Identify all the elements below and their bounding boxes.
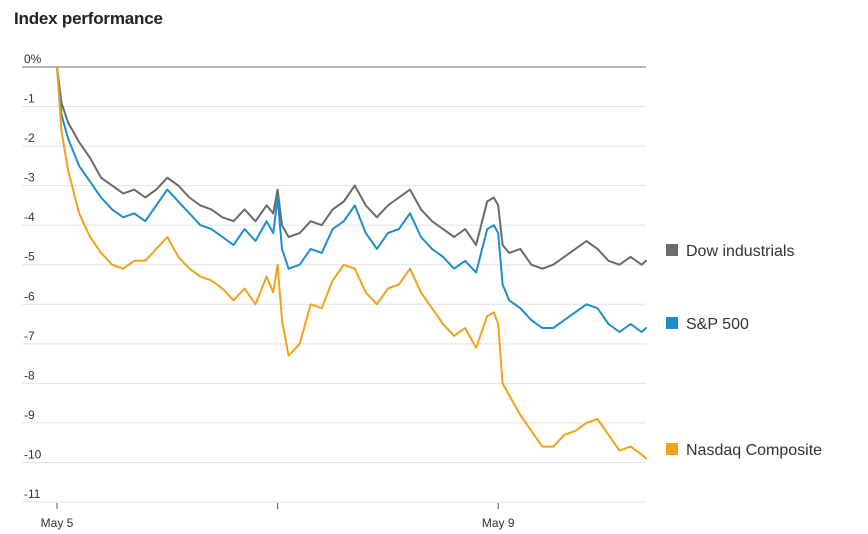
legend: Dow industrials S&P 500 Nasdaq Composite [666, 243, 822, 459]
legend-swatch [666, 443, 678, 455]
legend-swatch [666, 317, 678, 329]
gridlines [22, 66, 646, 503]
series-line [56, 66, 647, 460]
y-tick-label: -2 [24, 131, 35, 145]
y-tick-label: -11 [24, 487, 41, 501]
x-tick-label: May 9 [482, 516, 515, 530]
series-line [56, 66, 647, 270]
legend-label: Nasdaq Composite [686, 442, 822, 459]
y-tick-label: -4 [24, 210, 35, 224]
legend-label: S&P 500 [686, 316, 749, 333]
chart-title: Index performance [14, 9, 163, 28]
legend-label: Dow industrials [686, 243, 794, 260]
series-line [56, 66, 647, 333]
series-lines [56, 66, 647, 460]
y-tick-label: -7 [24, 329, 35, 343]
y-tick-label: -5 [24, 250, 35, 264]
x-axis: May 5 May 9 [41, 503, 515, 530]
y-tick-label: -9 [24, 408, 35, 422]
legend-swatch [666, 244, 678, 256]
x-tick-label: May 5 [41, 516, 74, 530]
y-tick-label: 0% [24, 52, 42, 66]
y-tick-label: -8 [24, 368, 35, 382]
y-tick-label: -3 [24, 171, 35, 185]
y-tick-label: -6 [24, 289, 35, 303]
y-axis-labels: 0% -1 -2 -3 -4 -5 -6 -7 -8 -9 -10 -11 [24, 52, 42, 501]
y-tick-label: -10 [24, 447, 42, 461]
y-tick-label: -1 [24, 92, 35, 106]
